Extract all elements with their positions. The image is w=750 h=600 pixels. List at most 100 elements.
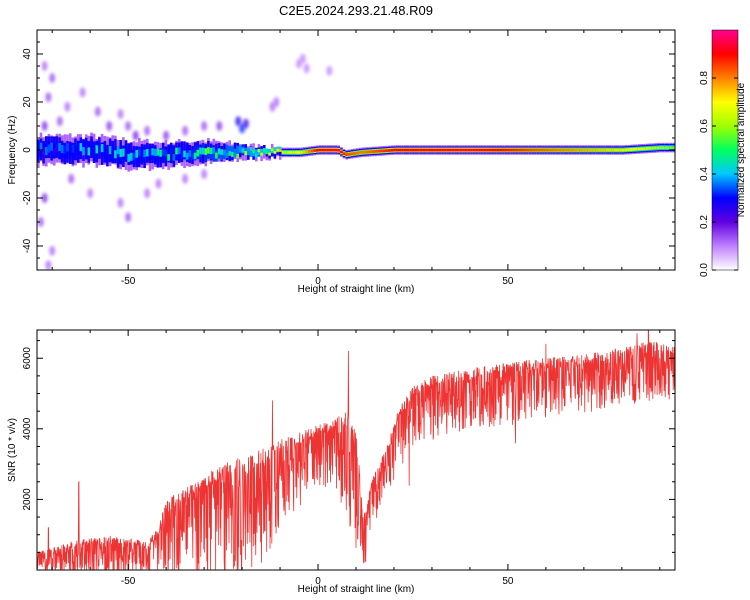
snr-frame	[36, 329, 676, 571]
spectral-band-cell	[478, 148, 481, 152]
spectral-band-cell	[233, 152, 237, 158]
spectral-band-cell	[63, 145, 67, 154]
spectral-band-cell	[470, 148, 473, 152]
spectral-band-cell	[207, 147, 210, 154]
spectral-band-cell	[159, 149, 162, 157]
spectral-band-cell	[135, 150, 138, 158]
spectral-band-cell	[156, 148, 160, 156]
spectral-band-cell	[138, 149, 141, 164]
spectral-band-cell	[249, 147, 253, 151]
spectrogram-panel: -50 0 50 -40 -20 0 20 40 Height of straight lin…	[7, 29, 676, 295]
spectral-band-cell	[167, 154, 170, 161]
spectral-band-cell	[332, 148, 335, 152]
spectral-band-cell	[656, 146, 659, 150]
spectral-band-cell	[403, 148, 407, 152]
spectral-band-cell	[600, 148, 604, 152]
spectral-band-cell	[255, 154, 258, 158]
spectral-band-cell	[526, 148, 529, 152]
colorbar-frame	[711, 29, 739, 271]
colorbar-label: Normalized spectral amplitude	[736, 82, 747, 217]
spectrogram-x-tick-label: 50	[502, 276, 514, 287]
spectral-band-cell	[624, 148, 628, 152]
spectral-band-cell	[161, 150, 165, 163]
spectral-band-cell	[281, 151, 285, 154]
spectral-band-cell	[510, 148, 513, 152]
spectral-band-cell	[350, 152, 354, 156]
spectral-band-cell	[512, 148, 516, 152]
spectral-band-cell	[260, 152, 263, 156]
spectral-band-cell	[217, 148, 221, 155]
spectral-blob	[299, 53, 306, 64]
spectral-band-cell	[342, 152, 346, 155]
spectral-band-cell	[528, 148, 532, 152]
spectral-band-cell	[82, 139, 85, 155]
colorbar: 0.0 0.2 0.4 0.6 0.8 Normalized spectral ampl…	[699, 29, 747, 277]
spectral-band-cell	[252, 149, 255, 154]
spectral-band-cell	[177, 150, 181, 163]
spectral-band-cell	[169, 151, 173, 164]
spectral-blob	[235, 116, 242, 127]
snr-x-tick-label: -50	[121, 576, 136, 587]
spectral-band-cell	[39, 142, 43, 151]
spectral-band-cell	[398, 148, 402, 152]
spectral-band-cell	[289, 151, 293, 154]
spectral-band-cell	[103, 141, 107, 156]
spectral-band-cell	[496, 148, 500, 152]
spectral-blob	[163, 130, 170, 141]
spectral-band-cell	[574, 148, 577, 152]
spectral-blob	[45, 260, 52, 270]
spectral-band-cell	[297, 151, 301, 154]
spectral-band-cell	[146, 149, 149, 157]
spectral-band-cell	[310, 149, 314, 153]
spectral-band-cell	[390, 148, 394, 152]
spectral-band-cell	[159, 151, 162, 165]
spectral-blob	[125, 212, 132, 223]
spectral-band-cell	[589, 148, 593, 152]
spectral-band-cell	[95, 145, 99, 154]
spectral-band-cell	[278, 148, 282, 156]
spectral-band-cell	[204, 149, 208, 162]
spectral-band-cell	[106, 148, 109, 163]
spectral-band-cell	[183, 150, 186, 158]
spectral-blob	[87, 188, 94, 199]
spectral-band-cell	[273, 151, 277, 159]
snr-ticks: -50 0 50 2000 4000 6000	[22, 330, 675, 587]
spectral-blob	[326, 65, 333, 76]
spectral-band-cell	[58, 144, 61, 160]
spectral-band-cell	[124, 149, 128, 158]
spectral-band-cell	[507, 148, 511, 152]
spectral-band-cell	[542, 148, 545, 152]
spectral-blob	[49, 245, 56, 256]
spectral-band-cell	[536, 148, 540, 152]
spectral-band-cell	[294, 151, 298, 154]
spectral-band-cell	[60, 145, 64, 154]
snr-panel: -50 0 50 2000 4000 6000 Height of straight li…	[7, 329, 676, 595]
spectral-band-cell	[651, 146, 654, 150]
spectrogram-x-tick-label: -50	[121, 276, 136, 287]
spectral-band-cell	[608, 148, 612, 152]
spectral-band-cell	[369, 150, 372, 154]
spectral-band-cell	[552, 148, 556, 152]
spectral-blob	[242, 118, 249, 129]
spectral-band-cell	[169, 147, 173, 155]
spectral-band-cell	[167, 145, 170, 158]
spectral-band-cell	[520, 148, 524, 152]
spectral-band-cell	[411, 148, 415, 152]
figure-title: C2E5.2024.293.21.48.R09	[279, 3, 433, 18]
spectral-blob	[94, 106, 101, 117]
spectral-band-cell	[395, 148, 399, 152]
spectral-band-cell	[571, 148, 574, 152]
spectral-band-cell	[76, 145, 80, 154]
spectral-blob	[117, 109, 124, 119]
spectral-band-cell	[313, 149, 317, 152]
spectral-band-cell	[116, 149, 120, 164]
spectral-band-cell	[231, 146, 234, 155]
spectral-band-cell	[225, 152, 229, 159]
spectral-band-cell	[212, 150, 216, 162]
spectral-band-cell	[488, 148, 492, 152]
spectral-band-cell	[132, 152, 136, 161]
spectral-band-cell	[321, 148, 324, 152]
spectral-band-cell	[71, 144, 75, 153]
spectral-band-cell	[308, 149, 311, 153]
